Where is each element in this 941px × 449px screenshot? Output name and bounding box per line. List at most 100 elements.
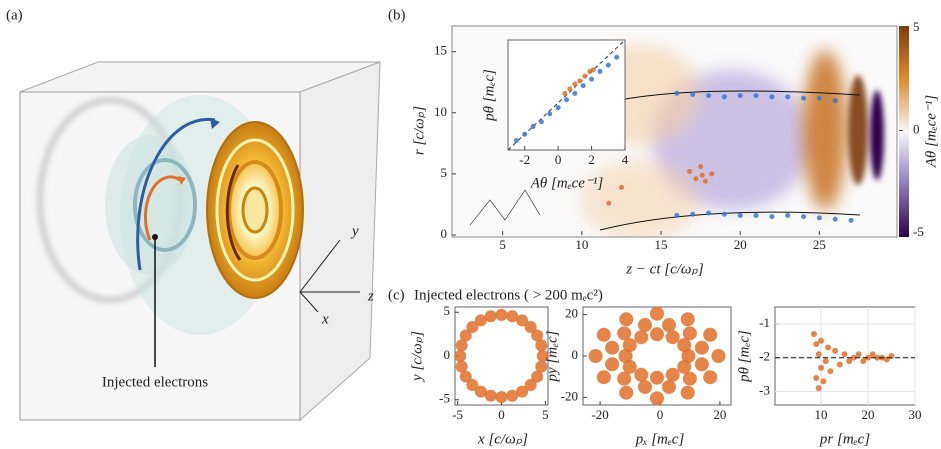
point bbox=[522, 132, 527, 137]
point bbox=[572, 82, 577, 87]
colorbar-label: Aθ [mₑce⁻¹] bbox=[923, 95, 939, 169]
point bbox=[619, 185, 624, 190]
point bbox=[820, 378, 826, 384]
point bbox=[681, 312, 695, 326]
x-tick-label: 4 bbox=[622, 152, 629, 167]
point bbox=[582, 74, 587, 79]
y-tick-label: 5 bbox=[444, 303, 451, 318]
point bbox=[456, 339, 468, 351]
point bbox=[700, 173, 705, 178]
point bbox=[539, 119, 544, 124]
point bbox=[597, 370, 611, 384]
point bbox=[801, 214, 806, 219]
point bbox=[695, 341, 709, 355]
point bbox=[703, 179, 708, 184]
x-axis-label: pr [mₑc] bbox=[819, 431, 870, 447]
x-tick-label: 5 bbox=[499, 237, 506, 252]
point bbox=[833, 217, 838, 222]
point bbox=[556, 105, 561, 110]
point bbox=[666, 368, 680, 382]
point bbox=[547, 111, 552, 116]
figure: (a)(b)(c)yzxInjected electronsInjected e… bbox=[0, 0, 941, 449]
axis-label: z bbox=[367, 288, 374, 304]
point bbox=[722, 212, 727, 217]
point bbox=[722, 94, 727, 99]
x-axis-label: x [c/ωₚ] bbox=[477, 431, 528, 447]
axis-label: x bbox=[321, 311, 329, 327]
point bbox=[454, 350, 466, 362]
panel-label: (c) bbox=[388, 287, 405, 303]
x-tick-label: 10 bbox=[575, 237, 588, 252]
y-tick-label: 20 bbox=[565, 306, 578, 321]
y-tick-label: -20 bbox=[561, 388, 578, 403]
point bbox=[605, 341, 619, 355]
point bbox=[698, 164, 703, 169]
point bbox=[683, 372, 697, 386]
point bbox=[801, 96, 806, 101]
x-axis-label: Aθ [mₑce⁻¹] bbox=[530, 175, 604, 191]
point bbox=[833, 98, 838, 103]
point bbox=[837, 361, 843, 367]
point bbox=[817, 215, 822, 220]
y-axis-label: pθ [mₑc] bbox=[481, 69, 497, 122]
point bbox=[842, 351, 848, 357]
point bbox=[589, 77, 594, 82]
x-tick-label: -2 bbox=[519, 152, 530, 167]
annotation: Injected electrons bbox=[102, 374, 208, 390]
point bbox=[496, 309, 508, 321]
point bbox=[681, 386, 695, 400]
point bbox=[617, 372, 631, 386]
point bbox=[683, 326, 697, 340]
point bbox=[738, 93, 743, 98]
point bbox=[769, 214, 774, 219]
illustration bbox=[20, 62, 380, 420]
point bbox=[849, 218, 854, 223]
point bbox=[816, 385, 822, 391]
axes-frame bbox=[455, 307, 548, 405]
colorbar-tick-label: 5 bbox=[913, 19, 920, 34]
point bbox=[695, 357, 709, 371]
point bbox=[785, 94, 790, 99]
point bbox=[817, 96, 822, 101]
y-tick-label: 0 bbox=[441, 226, 448, 241]
point bbox=[769, 94, 774, 99]
point bbox=[711, 349, 725, 363]
point bbox=[577, 78, 582, 83]
point bbox=[706, 93, 711, 98]
point bbox=[496, 391, 508, 403]
point bbox=[827, 368, 833, 374]
x-tick-label: 0 bbox=[498, 407, 505, 422]
y-axis-label: py [mₑc] bbox=[544, 330, 560, 382]
y-tick-label: -3 bbox=[759, 382, 770, 397]
point bbox=[693, 176, 698, 181]
x-tick-label: 0 bbox=[657, 407, 664, 422]
point bbox=[589, 349, 603, 363]
x-tick-label: 30 bbox=[909, 407, 922, 422]
point bbox=[703, 370, 717, 384]
point bbox=[638, 380, 652, 394]
point bbox=[485, 390, 497, 402]
point bbox=[666, 330, 680, 344]
x-tick-label: 2 bbox=[588, 152, 595, 167]
point bbox=[703, 328, 717, 342]
point bbox=[818, 365, 824, 371]
point bbox=[634, 330, 648, 344]
point bbox=[634, 368, 648, 382]
colorbar-tick-label: -5 bbox=[913, 224, 924, 239]
point bbox=[662, 380, 676, 394]
x-tick-label: -20 bbox=[591, 407, 608, 422]
point bbox=[816, 351, 822, 357]
x-tick-label: 20 bbox=[713, 407, 726, 422]
y-tick-label: 5 bbox=[441, 165, 448, 180]
panel-label: (a) bbox=[6, 7, 23, 23]
point bbox=[572, 91, 577, 96]
point bbox=[506, 310, 518, 322]
x-axis-label: pₓ [mₑc] bbox=[635, 431, 685, 447]
y-tick-label: 15 bbox=[434, 43, 447, 58]
point bbox=[564, 97, 569, 102]
colorbar bbox=[899, 26, 909, 237]
point bbox=[754, 213, 759, 218]
point bbox=[662, 318, 676, 332]
point bbox=[581, 83, 586, 88]
y-tick-label: -1 bbox=[759, 315, 770, 330]
